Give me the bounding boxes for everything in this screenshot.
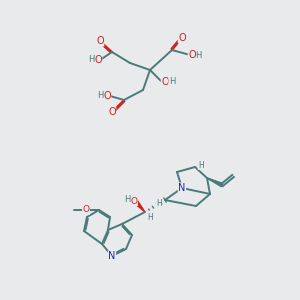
Text: O: O	[96, 36, 104, 46]
Polygon shape	[134, 201, 145, 212]
Text: H: H	[169, 77, 175, 86]
Text: H: H	[195, 50, 201, 59]
Text: O: O	[178, 33, 186, 43]
Text: H: H	[124, 196, 130, 205]
Text: N: N	[108, 251, 116, 261]
Text: H: H	[156, 200, 162, 208]
Text: H: H	[88, 56, 94, 64]
Polygon shape	[207, 178, 223, 187]
Text: H: H	[97, 92, 103, 100]
Text: N: N	[178, 183, 186, 193]
Text: O: O	[108, 107, 116, 117]
Text: O: O	[130, 196, 137, 206]
Text: H: H	[198, 160, 204, 169]
Text: O: O	[188, 50, 196, 60]
Text: O: O	[103, 91, 111, 101]
Text: O: O	[161, 77, 169, 87]
Text: O: O	[82, 206, 89, 214]
Text: H: H	[147, 212, 153, 221]
Text: O: O	[94, 55, 102, 65]
